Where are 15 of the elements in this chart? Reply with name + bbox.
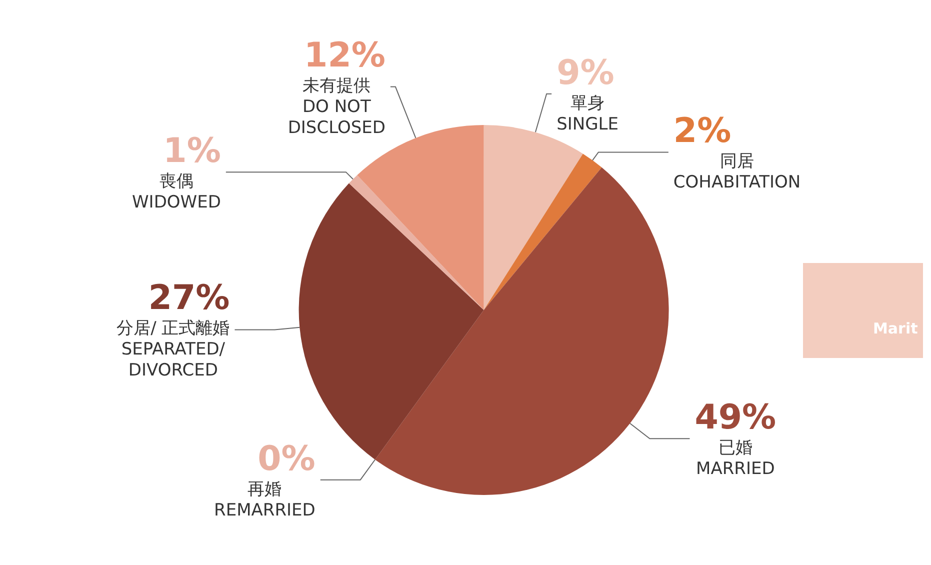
- text: Marit: [873, 320, 918, 338]
- slice-label: 未有提供 DO NOT DISCLOSED: [288, 76, 386, 138]
- data-label: 49%: [694, 398, 776, 438]
- category-label: 再婚 REMARRIED: [214, 479, 316, 520]
- data-label: 2%: [673, 111, 732, 152]
- slice-label: 喪偶 WIDOWED: [132, 172, 221, 213]
- data-label: 27%: [148, 278, 230, 318]
- slice-label: 已婚 MARRIED: [696, 438, 775, 480]
- data-label: 1%: [163, 131, 221, 172]
- slice-label: 分居/ 正式離婚 SEPARATED/ DIVORCED: [116, 318, 230, 381]
- slice-label: 同居 COHABITATION: [673, 152, 801, 193]
- slice-label: 單身 SINGLE: [556, 93, 618, 134]
- text: 0%: [258, 438, 316, 479]
- data-label: 9%: [556, 52, 614, 93]
- data-label: 12%: [304, 35, 386, 76]
